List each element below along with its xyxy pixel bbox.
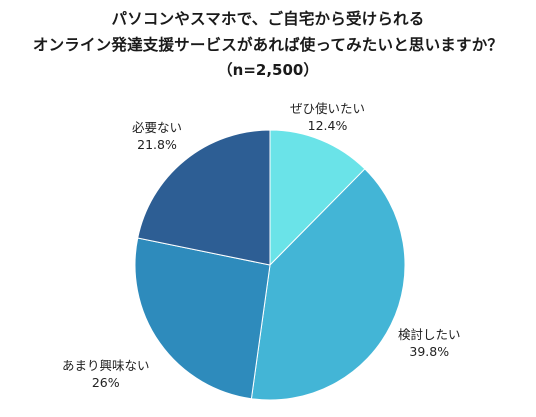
chart-title-line-1: パソコンやスマホで、ご自宅から受けられる xyxy=(111,10,425,28)
slice-label-zehi: ぜひ使いたい 12.4% xyxy=(290,100,365,134)
chart-title: パソコンやスマホで、ご自宅から受けられる オンライン発達支援サービスがあれば使っ… xyxy=(0,6,536,82)
slice-label-zehi-value: 12.4% xyxy=(307,118,348,133)
slice-label-kento-value: 39.8% xyxy=(409,344,450,359)
slice-label-hitsuyo-name: 必要ない xyxy=(132,120,183,135)
slice-label-zehi-name: ぜひ使いたい xyxy=(290,101,366,116)
slice-label-amari-value: 26% xyxy=(91,375,120,390)
chart-title-line-2: オンライン発達支援サービスがあれば使ってみたいと思いますか？ xyxy=(32,36,504,54)
slice-amari xyxy=(134,237,271,400)
sample-size: （n=2,500） xyxy=(217,61,319,79)
slice-hitsuyo xyxy=(137,129,271,266)
slice-label-amari: あまり興味ない 26% xyxy=(62,357,150,391)
slice-zehi xyxy=(269,129,366,267)
slice-label-kento-name: 検討したい xyxy=(398,327,461,342)
slice-label-hitsuyo: 必要ない 21.8% xyxy=(132,119,182,153)
slice-label-kento: 検討したい 39.8% xyxy=(398,326,461,360)
slice-label-hitsuyo-value: 21.8% xyxy=(137,137,177,152)
slice-label-amari-name: あまり興味ない xyxy=(62,358,150,373)
slice-kento xyxy=(250,168,406,401)
